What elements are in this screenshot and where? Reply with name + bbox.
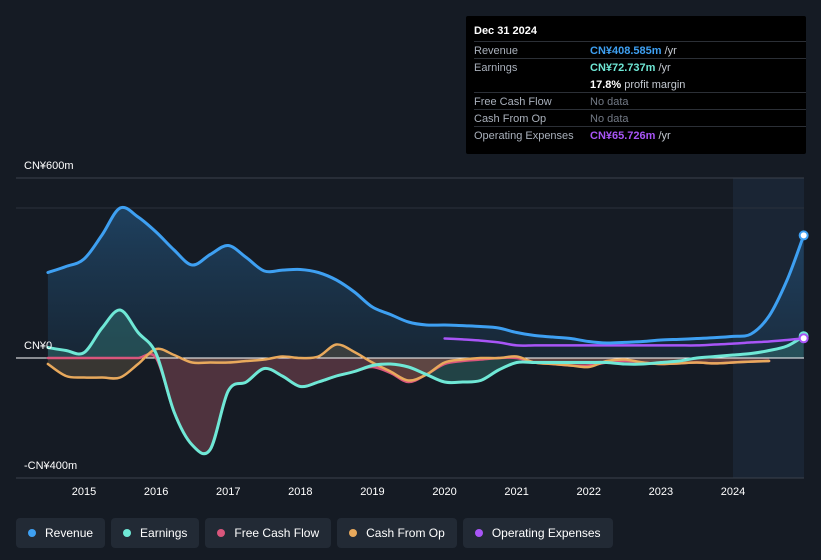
tooltip-row-earnings: Earnings CN¥72.737m /yr 17.8% profit mar… <box>474 58 806 93</box>
x-tick-label: 2024 <box>721 486 745 498</box>
legend-revenue[interactable]: Revenue <box>16 518 106 548</box>
data-tooltip: Dec 31 2024 Revenue CN¥408.585m /yr Earn… <box>466 16 806 154</box>
y-axis-bottom-label: -CN¥400m <box>24 460 78 472</box>
profit-margin-value: 17.8% <box>590 79 622 91</box>
earnings-line <box>46 308 806 456</box>
tooltip-row-revenue: Revenue CN¥408.585m /yr <box>474 41 806 59</box>
tooltip-value: CN¥65.726m <box>590 130 656 142</box>
revenue-end-dot <box>798 230 809 241</box>
profit-margin-label: profit margin <box>621 79 686 91</box>
revenue-area <box>47 207 804 358</box>
tooltip-label: Cash From Op <box>474 113 547 125</box>
x-tick-label: 2022 <box>577 486 601 498</box>
legend-free-cash-flow[interactable]: Free Cash Flow <box>205 518 332 548</box>
legend-dot-icon <box>349 529 358 537</box>
x-tick-label: 2018 <box>288 486 312 498</box>
x-tick-label: 2015 <box>72 486 96 498</box>
legend-label: Free Cash Flow <box>234 526 320 540</box>
tooltip-row-fcf: Free Cash Flow No data <box>474 92 806 110</box>
tooltip-label: Free Cash Flow <box>474 96 552 108</box>
opex-end-dot <box>798 333 809 344</box>
legend-label: Earnings <box>140 526 188 540</box>
x-tick-label: 2016 <box>144 486 168 498</box>
tooltip-label: Operating Expenses <box>474 130 574 142</box>
y-axis-zero-label: CN¥0 <box>24 340 53 352</box>
legend-dot-icon <box>123 529 132 537</box>
legend-dot-icon <box>217 529 226 537</box>
cash-from-op-area <box>47 344 770 381</box>
legend-dot-icon <box>474 529 483 537</box>
legend-cash-from-op[interactable]: Cash From Op <box>337 518 457 548</box>
x-tick-label: 2021 <box>504 486 528 498</box>
x-tick-label: 2017 <box>216 486 240 498</box>
operating-expenses-line <box>443 337 805 347</box>
tooltip-unit: /yr <box>655 62 671 74</box>
chart-legend: Revenue Earnings Free Cash Flow Cash Fro… <box>16 518 613 548</box>
tooltip-date: Dec 31 2024 <box>474 25 537 37</box>
legend-label: Cash From Op <box>366 526 445 540</box>
revenue-line <box>46 205 806 345</box>
tooltip-value: CN¥72.737m <box>590 62 656 74</box>
legend-dot-icon <box>28 529 36 537</box>
legend-earnings[interactable]: Earnings <box>111 518 200 548</box>
tooltip-label: Earnings <box>474 62 518 74</box>
x-tick-label: 2023 <box>649 486 673 498</box>
tooltip-value: No data <box>590 113 629 125</box>
tooltip-row-cfo: Cash From Op No data <box>474 109 806 127</box>
x-tick-label: 2020 <box>432 486 456 498</box>
free-cash-flow-area <box>47 354 770 454</box>
tooltip-value: No data <box>590 96 629 108</box>
tooltip-value: CN¥408.585m <box>590 45 662 57</box>
legend-label: Revenue <box>45 526 94 540</box>
tooltip-unit: /yr <box>655 130 671 142</box>
legend-label: Operating Expenses <box>491 526 601 540</box>
tooltip-unit: /yr <box>661 45 677 57</box>
x-tick-label: 2019 <box>360 486 384 498</box>
tooltip-label: Revenue <box>474 45 519 57</box>
y-axis-top-label: CN¥600m <box>24 160 74 172</box>
tooltip-row-opex: Operating Expenses CN¥65.726m /yr <box>474 126 806 149</box>
legend-operating-expenses[interactable]: Operating Expenses <box>462 518 613 548</box>
